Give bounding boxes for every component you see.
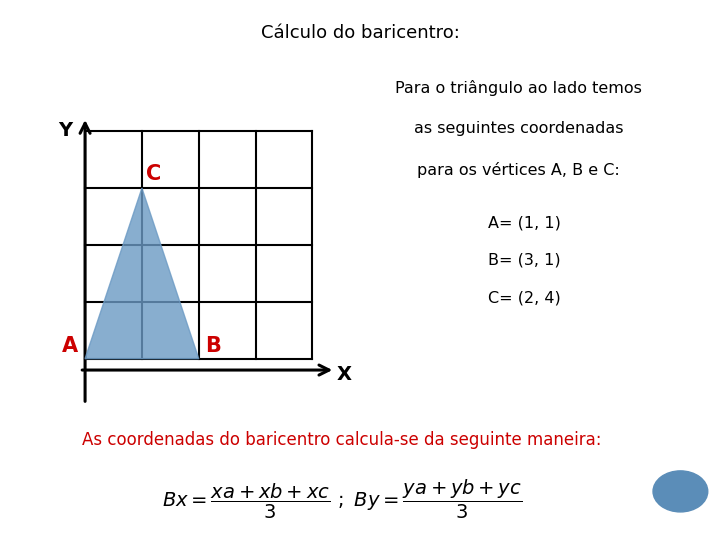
Text: C= (2, 4): C= (2, 4) <box>488 291 561 305</box>
Polygon shape <box>85 188 199 359</box>
Text: A: A <box>62 336 78 356</box>
Text: $\mathit{Bx} = \dfrac{\mathit{xa+xb+xc}}{3}\ ;\ \mathit{By} = \dfrac{\mathit{ya+: $\mathit{Bx} = \dfrac{\mathit{xa+xb+xc}}… <box>162 478 522 521</box>
Text: B: B <box>206 336 222 356</box>
Text: as seguintes coordenadas: as seguintes coordenadas <box>414 121 623 136</box>
Text: C: C <box>146 164 162 184</box>
Text: X: X <box>336 365 351 384</box>
Text: A= (1, 1): A= (1, 1) <box>488 215 561 230</box>
Text: Y: Y <box>58 121 72 140</box>
Text: B= (3, 1): B= (3, 1) <box>488 253 561 268</box>
Circle shape <box>653 471 708 512</box>
Text: Para o triângulo ao lado temos: Para o triângulo ao lado temos <box>395 80 642 97</box>
Text: Cálculo do baricentro:: Cálculo do baricentro: <box>261 24 459 42</box>
Text: para os vértices A, B e C:: para os vértices A, B e C: <box>417 162 620 178</box>
Text: As coordenadas do baricentro calcula-se da seguinte maneira:: As coordenadas do baricentro calcula-se … <box>82 431 602 449</box>
